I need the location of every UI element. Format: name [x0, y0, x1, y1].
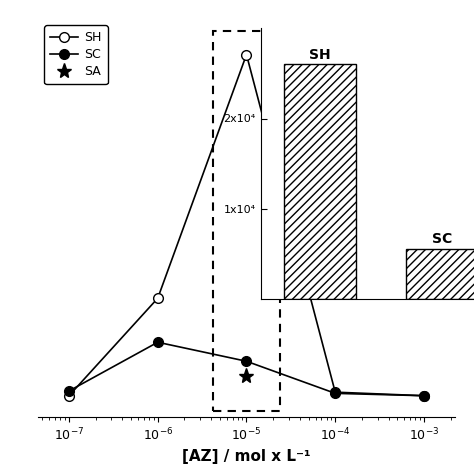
SC — [421, 393, 427, 399]
SC — [155, 339, 161, 345]
Bar — [284, 64, 356, 299]
Legend: SH, SC, SA: SH, SC, SA — [44, 25, 108, 84]
Bar — [406, 249, 474, 299]
Text: SH: SH — [309, 48, 331, 62]
SH — [421, 393, 427, 399]
Line: SH: SH — [64, 50, 429, 401]
X-axis label: [AZ] / mol x L⁻¹: [AZ] / mol x L⁻¹ — [182, 449, 311, 464]
SC — [332, 391, 338, 396]
SH — [244, 52, 249, 57]
Line: SC: SC — [64, 337, 429, 401]
SH — [332, 389, 338, 395]
SH — [155, 295, 161, 301]
Text: SC: SC — [432, 232, 452, 246]
Bar — [213, 31, 280, 411]
SC — [244, 358, 249, 364]
SC — [66, 388, 72, 394]
SH — [66, 393, 72, 399]
